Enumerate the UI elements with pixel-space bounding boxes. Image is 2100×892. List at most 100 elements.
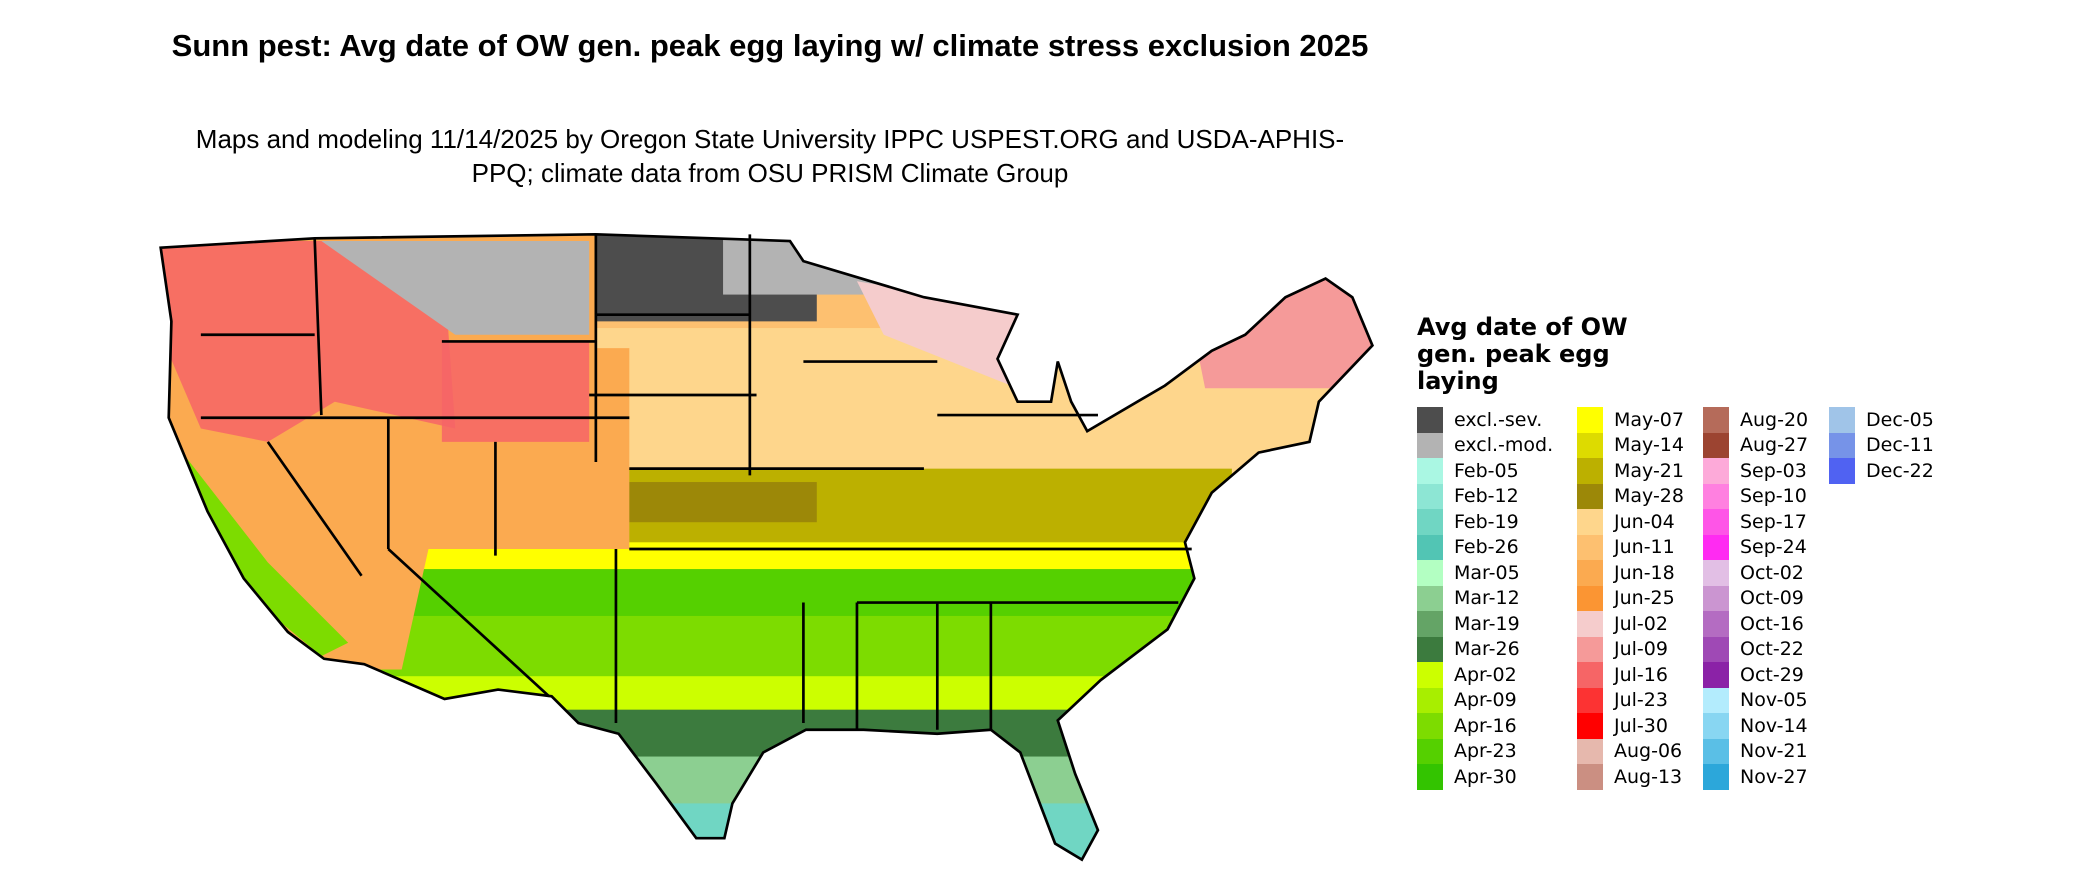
legend-swatch	[1417, 662, 1443, 688]
legend-item: Sep-10	[1703, 483, 1808, 509]
legend-item: Nov-14	[1703, 713, 1808, 739]
legend-item: Apr-16	[1417, 713, 1553, 739]
legend-swatch	[1417, 407, 1443, 433]
legend-item: Sep-03	[1703, 458, 1808, 484]
map-title: Sunn pest: Avg date of OW gen. peak egg …	[171, 28, 1369, 63]
map-subtitle: Maps and modeling 11/14/2025 by Oregon S…	[195, 124, 1345, 188]
legend-label: Mar-26	[1454, 638, 1520, 661]
legend-item: Jul-09	[1577, 636, 1684, 662]
legend-swatch	[1703, 738, 1729, 764]
legend-item: Jun-11	[1577, 534, 1684, 560]
legend-swatch	[1577, 534, 1603, 560]
legend-item: Dec-05	[1829, 407, 1934, 433]
legend-swatch	[1417, 611, 1443, 637]
legend-swatch	[1577, 432, 1603, 458]
legend-item: Jul-30	[1577, 713, 1684, 739]
legend-item: Mar-26	[1417, 636, 1553, 662]
legend-label: May-28	[1614, 485, 1684, 508]
legend-label: Aug-06	[1614, 740, 1683, 763]
legend-label: May-07	[1614, 408, 1684, 431]
legend-swatch	[1829, 432, 1855, 458]
legend-label: Apr-16	[1454, 714, 1517, 737]
legend-item: Jun-18	[1577, 560, 1684, 586]
legend-swatch	[1829, 458, 1855, 484]
legend-swatch	[1577, 687, 1603, 713]
legend-item: Apr-30	[1417, 764, 1553, 790]
legend-label: Jun-04	[1614, 510, 1675, 533]
legend-item: Oct-16	[1703, 611, 1808, 637]
legend-item: May-28	[1577, 483, 1684, 509]
legend-label: Jun-25	[1614, 587, 1675, 610]
legend-label: Dec-22	[1866, 459, 1934, 482]
legend-label: excl.-sev.	[1454, 408, 1543, 431]
legend-label: Sep-24	[1740, 536, 1807, 559]
legend-label: Feb-05	[1454, 459, 1519, 482]
legend-item: Oct-22	[1703, 636, 1808, 662]
legend-swatch	[1417, 713, 1443, 739]
legend-item: Oct-29	[1703, 662, 1808, 688]
legend-swatch	[1417, 764, 1443, 790]
legend-item: Apr-02	[1417, 662, 1553, 688]
legend-label: Nov-05	[1740, 689, 1808, 712]
legend-label: Jul-23	[1614, 689, 1668, 712]
legend-swatch	[1703, 687, 1729, 713]
legend-swatch	[1417, 636, 1443, 662]
legend-item: Apr-23	[1417, 738, 1553, 764]
legend-item: Nov-05	[1703, 687, 1808, 713]
legend-label: Sep-10	[1740, 485, 1807, 508]
legend-item: Jul-23	[1577, 687, 1684, 713]
legend-swatch	[1577, 585, 1603, 611]
legend-label: Nov-21	[1740, 740, 1808, 763]
legend-label: Oct-22	[1740, 638, 1804, 661]
legend-item: Aug-06	[1577, 738, 1684, 764]
legend-swatch	[1703, 560, 1729, 586]
legend-swatch	[1417, 432, 1443, 458]
legend-swatch	[1703, 713, 1729, 739]
legend-label: Mar-19	[1454, 612, 1520, 635]
legend-swatch	[1703, 458, 1729, 484]
legend-swatch	[1703, 407, 1729, 433]
legend-swatch	[1577, 713, 1603, 739]
legend-label: Apr-23	[1454, 740, 1517, 763]
legend-swatch	[1577, 611, 1603, 637]
legend-label: Feb-12	[1454, 485, 1519, 508]
legend-label: Aug-13	[1614, 765, 1683, 788]
legend-item: Apr-09	[1417, 687, 1553, 713]
legend-swatch	[1417, 483, 1443, 509]
legend-label: Mar-12	[1454, 587, 1520, 610]
legend-label: Jul-02	[1614, 612, 1668, 635]
legend-label: Dec-11	[1866, 434, 1934, 457]
legend-item: excl.-sev.	[1417, 407, 1553, 433]
legend-item: Aug-20	[1703, 407, 1808, 433]
legend-swatch	[1577, 764, 1603, 790]
legend-column: excl.-sev. excl.-mod. Feb-05 Feb-12 Feb-19 Fe…	[1417, 407, 1553, 790]
legend-item: Mar-12	[1417, 585, 1553, 611]
legend-label: Jun-11	[1614, 536, 1675, 559]
legend-item: Mar-05	[1417, 560, 1553, 586]
legend-item: Aug-27	[1703, 432, 1808, 458]
legend-label: Feb-26	[1454, 536, 1519, 559]
legend-column: May-07 May-14 May-21 May-28 Jun-04 Jun-11 Jun-…	[1577, 407, 1684, 790]
legend-item: Sep-24	[1703, 534, 1808, 560]
legend-swatch	[1577, 636, 1603, 662]
legend-label: Apr-02	[1454, 663, 1517, 686]
legend-swatch	[1703, 662, 1729, 688]
legend-item: Mar-19	[1417, 611, 1553, 637]
legend-swatch	[1577, 662, 1603, 688]
legend-item: Aug-13	[1577, 764, 1684, 790]
legend-label: Oct-29	[1740, 663, 1804, 686]
legend-swatch	[1577, 509, 1603, 535]
legend-swatch	[1577, 407, 1603, 433]
legend-swatch	[1417, 509, 1443, 535]
legend-swatch	[1577, 483, 1603, 509]
legend-swatch	[1577, 560, 1603, 586]
legend-item: Sep-17	[1703, 509, 1808, 535]
legend-item: Nov-21	[1703, 738, 1808, 764]
legend-swatch	[1829, 407, 1855, 433]
legend-label: Aug-20	[1740, 408, 1809, 431]
legend-item: Feb-05	[1417, 458, 1553, 484]
legend-swatch	[1703, 764, 1729, 790]
legend-swatch	[1703, 509, 1729, 535]
state-borders	[159, 233, 1374, 861]
